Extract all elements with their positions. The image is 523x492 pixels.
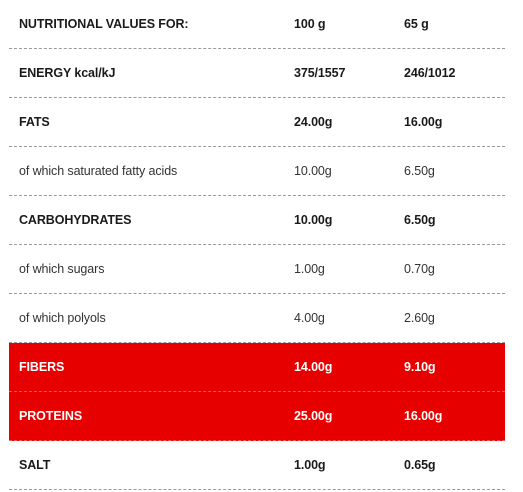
row-value-65g: 16.00g bbox=[404, 409, 443, 423]
header-col-100g: 100 g bbox=[294, 17, 326, 31]
row-value-65g: 6.50g bbox=[404, 213, 436, 227]
row-label: ENERGY kcal/kJ bbox=[19, 66, 116, 80]
row-label: FATS bbox=[19, 115, 50, 129]
row-value-65g: 16.00g bbox=[404, 115, 443, 129]
row-value-100g: 24.00g bbox=[294, 115, 333, 129]
table-header-row: NUTRITIONAL VALUES FOR: 100 g 65 g bbox=[9, 0, 505, 49]
row-value-65g: 0.70g bbox=[404, 262, 435, 276]
row-value-100g: 25.00g bbox=[294, 409, 333, 423]
table-row-salt: SALT 1.00g 0.65g bbox=[9, 441, 505, 490]
row-value-100g: 10.00g bbox=[294, 164, 332, 178]
row-value-65g: 246/1012 bbox=[404, 66, 456, 80]
table-row-fats: FATS 24.00g 16.00g bbox=[9, 98, 505, 147]
row-value-65g: 9.10g bbox=[404, 360, 436, 374]
table-row-carbohydrates: CARBOHYDRATES 10.00g 6.50g bbox=[9, 196, 505, 245]
row-label: CARBOHYDRATES bbox=[19, 213, 132, 227]
table-row-fibers: FIBERS 14.00g 9.10g bbox=[9, 343, 505, 392]
row-label: of which sugars bbox=[19, 262, 105, 276]
row-value-65g: 0.65g bbox=[404, 458, 436, 472]
row-value-100g: 10.00g bbox=[294, 213, 333, 227]
table-row-saturated-fatty-acids: of which saturated fatty acids 10.00g 6.… bbox=[9, 147, 505, 196]
row-label: FIBERS bbox=[19, 360, 65, 374]
table-row-sugars: of which sugars 1.00g 0.70g bbox=[9, 245, 505, 294]
table-row-energy: ENERGY kcal/kJ 375/1557 246/1012 bbox=[9, 49, 505, 98]
header-col-65g: 65 g bbox=[404, 17, 429, 31]
row-value-65g: 2.60g bbox=[404, 311, 435, 325]
row-label: SALT bbox=[19, 458, 51, 472]
row-value-100g: 1.00g bbox=[294, 458, 326, 472]
row-value-65g: 6.50g bbox=[404, 164, 435, 178]
row-label: PROTEINS bbox=[19, 409, 83, 423]
row-value-100g: 1.00g bbox=[294, 262, 325, 276]
table-row-polyols: of which polyols 4.00g 2.60g bbox=[9, 294, 505, 343]
header-label: NUTRITIONAL VALUES FOR: bbox=[19, 17, 189, 31]
row-value-100g: 375/1557 bbox=[294, 66, 346, 80]
row-value-100g: 4.00g bbox=[294, 311, 325, 325]
row-label: of which polyols bbox=[19, 311, 106, 325]
row-value-100g: 14.00g bbox=[294, 360, 333, 374]
table-row-proteins: PROTEINS 25.00g 16.00g bbox=[9, 392, 505, 441]
row-label: of which saturated fatty acids bbox=[19, 164, 178, 178]
